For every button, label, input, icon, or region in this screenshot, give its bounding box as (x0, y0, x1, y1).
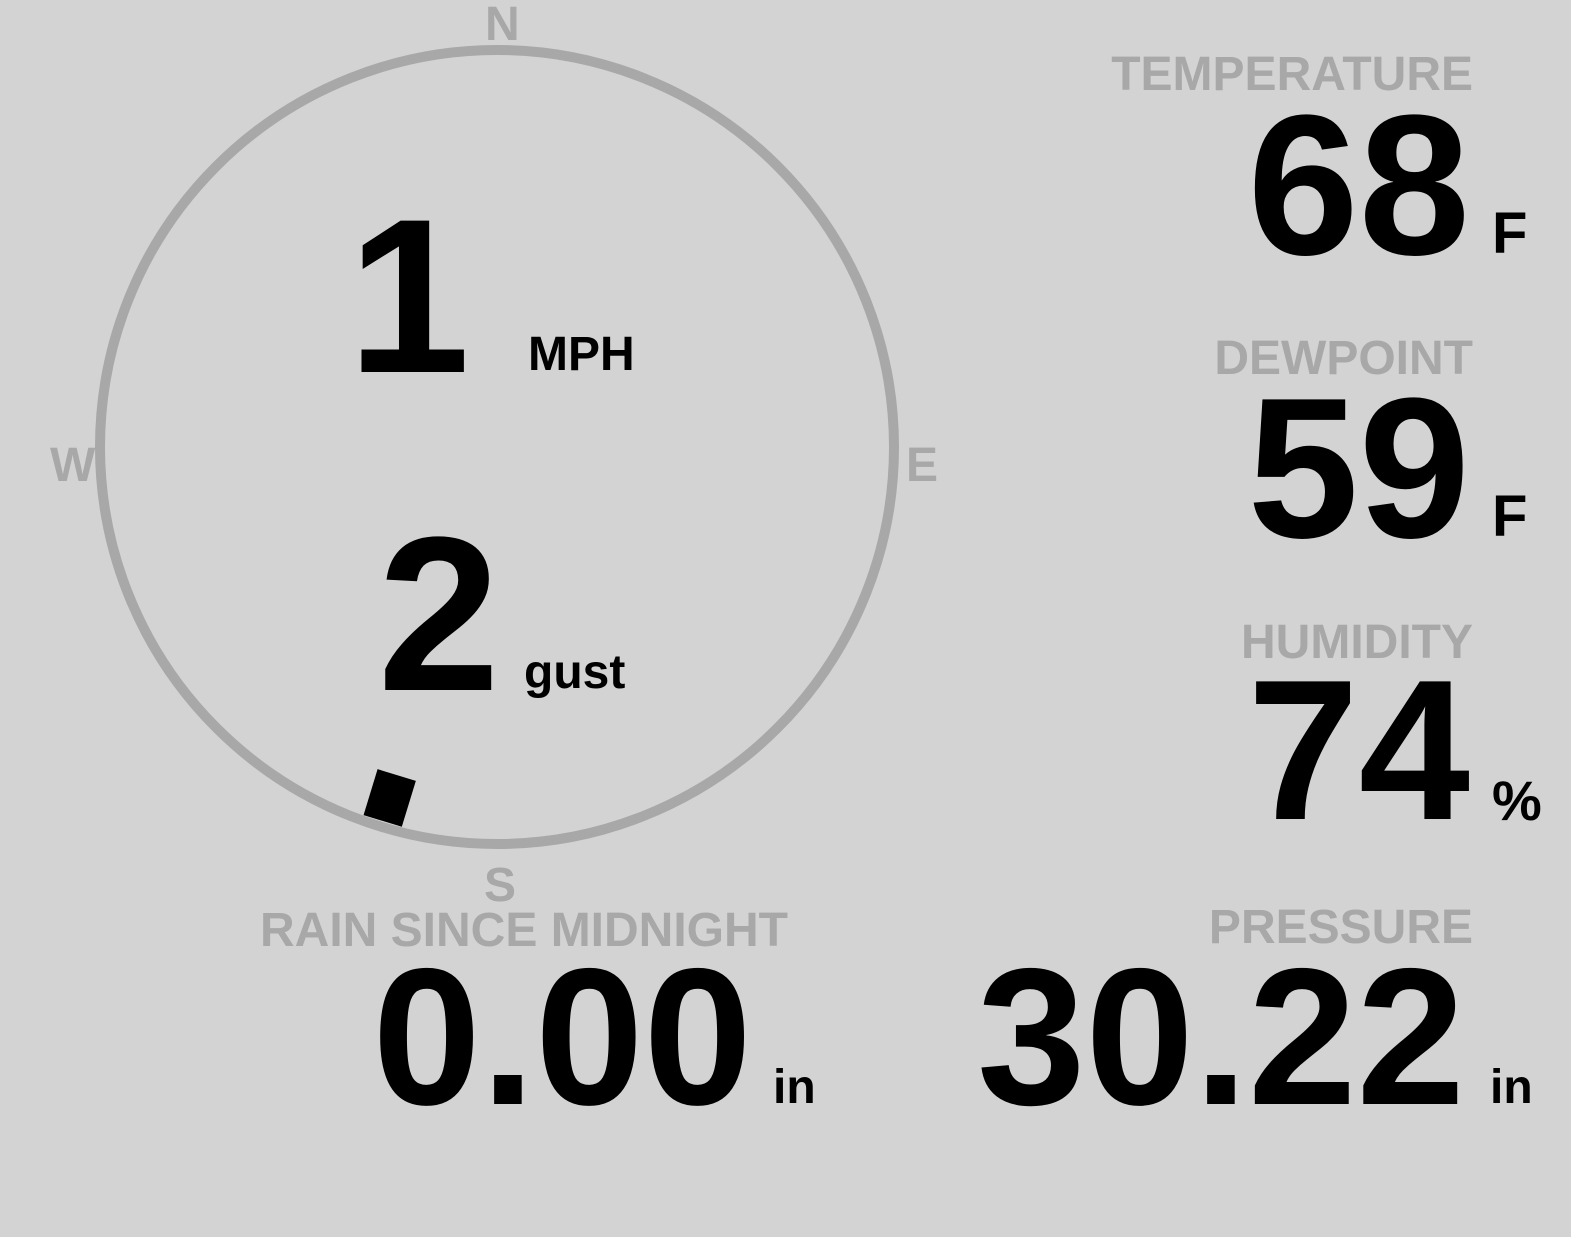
wind-speed-value: 1 (347, 173, 470, 419)
compass-east: E (906, 439, 939, 492)
temperature-label: TEMPERATURE (1111, 48, 1473, 101)
humidity-value: 74 (1247, 639, 1470, 862)
pressure-value: 30.22 (977, 928, 1465, 1146)
pressure-label: PRESSURE (1208, 901, 1473, 954)
rain-label: RAIN SINCE MIDNIGHT (260, 904, 788, 957)
compass-ring (95, 45, 899, 849)
temperature-unit: F (1492, 201, 1528, 266)
pressure-unit: in (1490, 1061, 1533, 1114)
dewpoint-label: DEWPOINT (1214, 332, 1473, 385)
wind-direction-marker (363, 769, 416, 827)
wind-gust-value: 2 (377, 491, 500, 737)
compass-north: N (485, 0, 520, 51)
wind-gust-label: gust (524, 646, 626, 699)
compass-south: S (484, 859, 517, 912)
dewpoint-unit: F (1492, 484, 1528, 549)
humidity-unit: % (1492, 769, 1542, 832)
temperature-value: 68 (1247, 74, 1470, 297)
rain-unit: in (773, 1061, 816, 1114)
humidity-label: HUMIDITY (1241, 616, 1473, 669)
rain-value: 0.00 (372, 928, 752, 1146)
wind-speed-unit: MPH (528, 328, 635, 381)
dewpoint-value: 59 (1247, 357, 1470, 580)
compass-west: W (50, 439, 96, 492)
